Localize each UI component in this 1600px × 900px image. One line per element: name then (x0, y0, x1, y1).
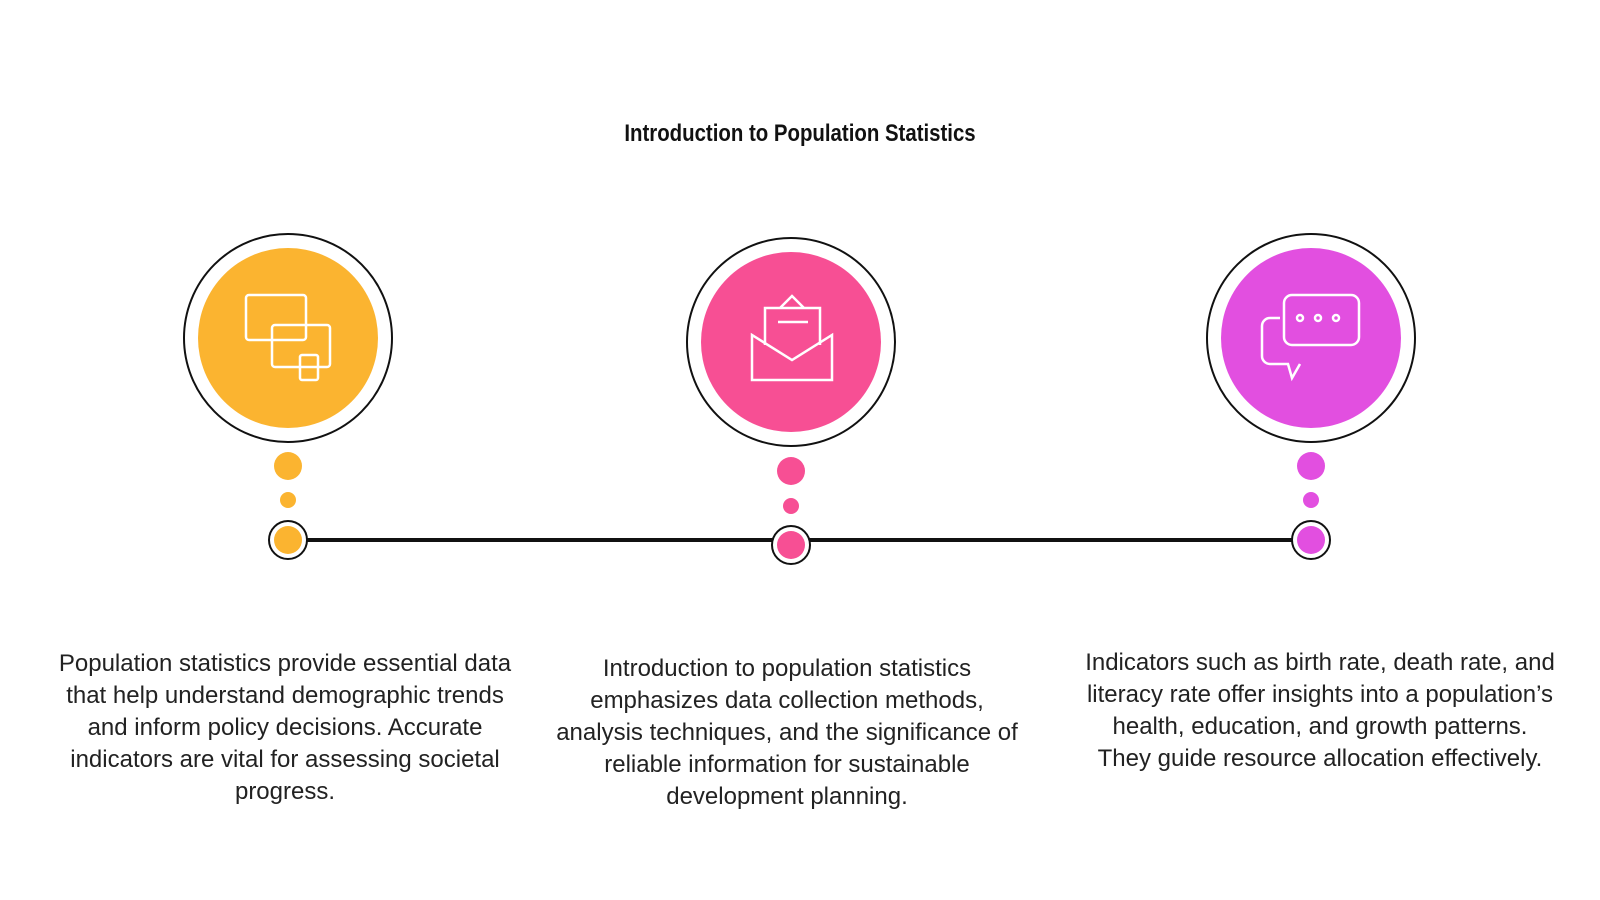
step-3-text: Indicators such as birth rate, death rat… (1085, 649, 1555, 772)
step-1-text: Population statistics provide essential … (58, 650, 512, 805)
step-2-marker (686, 237, 896, 565)
step-2-text: Introduction to population statistics em… (556, 655, 1018, 810)
title: Introduction to Population Statistics (624, 120, 976, 147)
step-1-marker (183, 233, 393, 560)
step-3-marker (1206, 233, 1416, 560)
